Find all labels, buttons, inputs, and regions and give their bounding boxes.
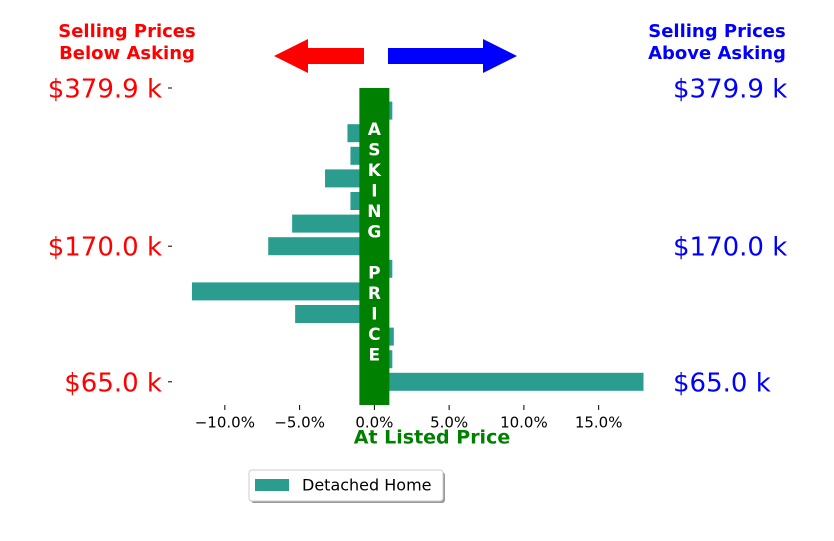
x-axis-label: At Listed Price [354,427,510,449]
left-annotation: Selling Prices [58,21,195,42]
y-tick-label-right: $379.9 k [673,75,787,105]
x-tick-label: 0.0% [355,414,393,432]
left-annotation: Below Asking [59,43,195,64]
asking-band [359,88,390,405]
x-tick-label: 15.0% [575,414,623,432]
bar [268,237,375,256]
y-tick-label: $379.9 k [48,75,162,105]
x-tick-label: 10.0% [500,414,548,432]
legend [248,469,444,502]
right-annotation: Selling Prices [648,21,785,42]
y-tick-label-right: $65.0 k [673,368,771,398]
bar [191,282,375,301]
y-tick-label: $170.0 k [48,233,162,263]
x-tick-label: −10.0% [195,414,255,432]
bar [292,214,375,233]
legend-swatch [255,479,289,491]
right-arrow [388,39,517,73]
y-tick-label-right: $170.0 k [673,233,787,263]
legend-label: Detached Home [302,476,432,495]
x-tick-label: −5.0% [274,414,325,432]
bar [374,372,644,391]
bar [295,305,375,323]
right-annotation: Above Asking [648,43,786,64]
left-arrow [274,39,364,73]
x-tick-label: 5.0% [430,414,468,432]
y-tick-label: $65.0 k [64,368,162,398]
